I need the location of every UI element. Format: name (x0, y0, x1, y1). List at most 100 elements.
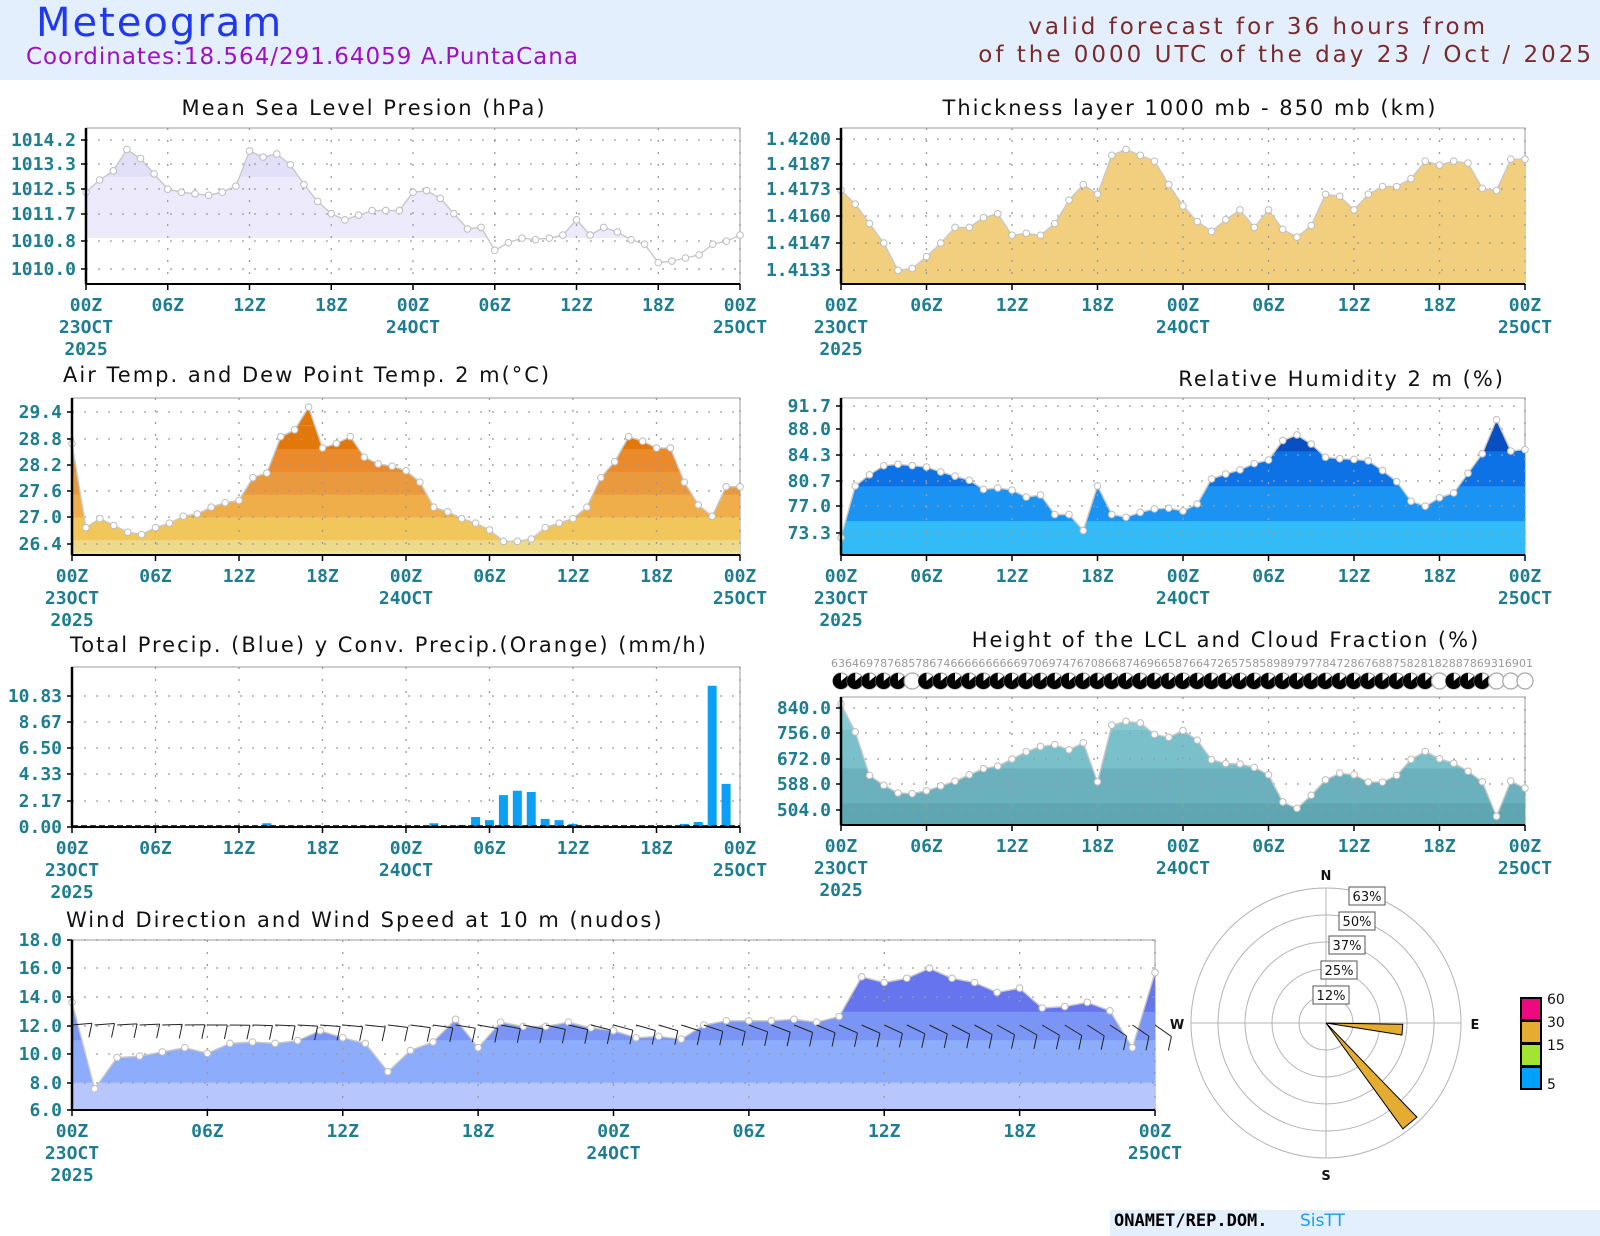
x-year-label: 2025 (819, 610, 862, 631)
chart-title: Total Precip. (Blue) y Conv. Precip.(Ora… (69, 633, 708, 657)
data-point (360, 453, 369, 461)
x-tick-label: 06Z (1252, 566, 1285, 587)
cloud-fraction-fill (1189, 672, 1206, 689)
x-year-label: 2025 (64, 339, 107, 360)
data-point (304, 403, 313, 411)
data-point (499, 537, 508, 546)
cloud-fraction-fill (1003, 672, 1020, 689)
precip-bar (540, 818, 550, 827)
data-point (880, 978, 889, 987)
data-point (569, 514, 577, 523)
y-tick-label: 588.0 (777, 774, 831, 795)
data-point (951, 777, 959, 785)
x-tick-label: 06Z (910, 836, 943, 857)
data-point (1478, 450, 1487, 458)
data-point (416, 478, 424, 486)
data-point (218, 188, 227, 197)
data-point (1107, 151, 1116, 160)
data-point (109, 521, 118, 530)
wind-barb-flag (471, 1028, 476, 1043)
data-point (1421, 157, 1430, 165)
wind-barb (1109, 1024, 1127, 1037)
cloud-fraction-fill (932, 672, 949, 689)
wind-barb (432, 1024, 453, 1029)
data-point (1193, 217, 1202, 226)
wind-barb (884, 1024, 903, 1034)
x-day-label: 23OCT (814, 858, 868, 879)
data-point (1164, 180, 1173, 189)
data-point (1236, 466, 1244, 474)
data-point (402, 467, 410, 475)
y-tick-label: 29.4 (19, 402, 63, 423)
y-tick-label: 1.4200 (766, 129, 831, 150)
x-tick-label: 18Z (306, 566, 339, 587)
data-point (970, 978, 979, 987)
data-point (1164, 733, 1173, 742)
wind-barb (94, 1023, 115, 1026)
legend-swatch (1520, 1020, 1542, 1044)
data-point (708, 240, 717, 249)
data-point (654, 1032, 663, 1041)
data-point (1421, 747, 1430, 756)
x-day-label: 23OCT (814, 317, 868, 338)
x-tick-label: 06Z (478, 295, 511, 316)
data-point (1193, 736, 1202, 745)
data-point (903, 974, 911, 983)
area-band (841, 802, 1525, 825)
data-point (450, 209, 458, 218)
wind-rose-ring-label: 37% (1333, 939, 1362, 954)
data-point (150, 170, 158, 178)
data-point (1150, 730, 1159, 739)
data-point (1478, 778, 1487, 786)
data-point (504, 238, 513, 247)
y-tick-label: 16.0 (19, 958, 62, 979)
data-point (652, 444, 661, 452)
data-point (745, 1016, 753, 1025)
x-tick-label: 00Z (56, 838, 89, 859)
wind-barb (613, 1024, 633, 1031)
data-point (1008, 486, 1016, 494)
cloud-fraction-fill (1317, 672, 1334, 689)
data-point (136, 154, 145, 163)
x-tick-label: 12Z (223, 566, 256, 587)
wind-barb-flag (764, 1031, 769, 1046)
data-point (965, 770, 974, 779)
wind-barb-flag (876, 1033, 881, 1048)
data-point (1050, 219, 1059, 228)
data-point (1307, 221, 1316, 230)
y-tick-label: 4.33 (19, 764, 62, 785)
x-day-label: 23OCT (59, 317, 113, 338)
x-tick-label: 00Z (1509, 836, 1542, 857)
wind-barb-flag (246, 1025, 251, 1040)
chart-title: Wind Direction and Wind Speed at 10 m (n… (66, 908, 664, 932)
x-tick-label: 00Z (825, 836, 858, 857)
wind-barb-flag (696, 1030, 701, 1046)
wind-barb (568, 1024, 588, 1031)
data-point (96, 514, 104, 523)
data-point (332, 439, 341, 448)
data-point (1079, 526, 1088, 535)
data-point (1083, 998, 1092, 1007)
chart-lcl: Height of the LCL and Cloud Fraction (%)… (777, 628, 1552, 901)
data-point (1350, 455, 1358, 464)
data-point (1392, 771, 1401, 780)
data-point (993, 484, 1002, 492)
wind-barb-flag (943, 1033, 948, 1049)
data-point (1065, 196, 1073, 204)
data-point (1521, 445, 1529, 454)
wind-barb (71, 1022, 92, 1026)
data-point (1321, 453, 1330, 462)
wind-barb-flag (1100, 1035, 1105, 1050)
data-point (485, 526, 494, 534)
x-tick-label: 00Z (724, 295, 757, 316)
wind-barb-flag (1011, 1034, 1016, 1049)
data-point (429, 1038, 437, 1046)
chart-title: Relative Humidity 2 m (%) (1178, 367, 1505, 391)
wind-barb-flag (269, 1025, 273, 1040)
cloud-fraction-fill (1445, 672, 1462, 689)
data-point (993, 988, 1001, 997)
cloud-fraction-fill (1046, 672, 1063, 689)
chart-title: Thickness layer 1000 mb - 850 mb (km) (942, 96, 1438, 120)
cloud-fraction-fill (1060, 672, 1077, 689)
x-tick-label: 12Z (996, 566, 1029, 587)
